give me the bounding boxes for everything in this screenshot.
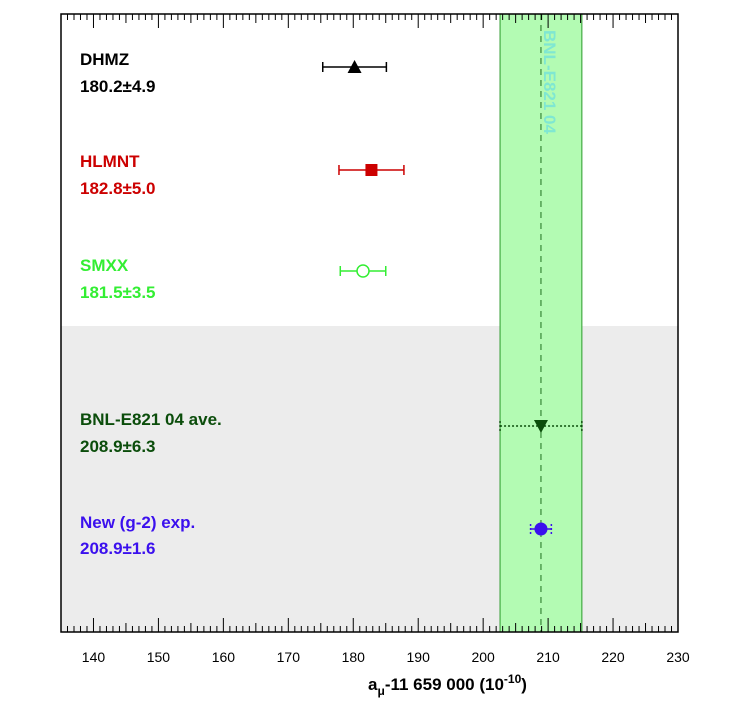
tick-label: 200: [471, 649, 495, 665]
tick-label: 180: [342, 649, 366, 665]
entry-value: 208.9±1.6: [80, 539, 156, 558]
entry-name: HLMNT: [80, 152, 140, 171]
x-axis-title-sub: μ: [377, 684, 384, 698]
entry-name: SMXX: [80, 256, 129, 275]
circle-marker: [356, 264, 370, 278]
entry-name: DHMZ: [80, 50, 129, 69]
tick-label: 190: [407, 649, 431, 665]
band-layer: BNL-E821 04: [499, 13, 583, 633]
entry-value: 182.8±5.0: [80, 179, 156, 198]
tick-label: 150: [147, 649, 171, 665]
x-axis-title-exp: -10: [504, 672, 522, 686]
entry-1: HLMNT 182.8±5.0: [80, 152, 405, 198]
entry-name: BNL-E821 04 ave.: [80, 410, 222, 429]
square-marker: [365, 164, 378, 176]
plot-frame: [60, 13, 679, 633]
entry-3: BNL-E821 04 ave. 208.9±6.3: [80, 410, 583, 456]
entry-value: 208.9±6.3: [80, 437, 156, 456]
x-axis-title-main: a: [368, 675, 378, 694]
x-axis-title: aμ-11 659 000 (10-10): [368, 672, 527, 698]
tick-label: 140: [82, 649, 106, 665]
entry-4: New (g-2) exp. 208.9±1.6: [80, 513, 553, 558]
x-axis-title-close: ): [521, 675, 527, 694]
entry-value: 180.2±4.9: [80, 77, 156, 96]
shaded-region: [61, 326, 678, 632]
tick-label: 220: [601, 649, 625, 665]
x-axis-title-rest: -11 659 000 (10: [385, 675, 504, 694]
tick-label: 210: [536, 649, 560, 665]
tick-label: 230: [666, 649, 690, 665]
band-label: BNL-E821 04: [540, 30, 559, 134]
entries-layer: DHMZ 180.2±4.9 HLMNT 182.8±5.0 SMXX 181.5±3.5…: [80, 50, 583, 558]
entry-name: New (g-2) exp.: [80, 513, 195, 532]
tick-label: 170: [277, 649, 301, 665]
circle-marker: [534, 522, 548, 536]
entry-value: 181.5±3.5: [80, 283, 156, 302]
tick-label: 160: [212, 649, 236, 665]
triangle-marker: [347, 60, 362, 73]
entry-2: SMXX 181.5±3.5: [80, 256, 387, 302]
triangle-marker: [533, 420, 548, 433]
x-axis: 140 150 160 170 180 190 200 210 220 230: [60, 14, 690, 665]
entry-0: DHMZ 180.2±4.9: [80, 50, 388, 96]
